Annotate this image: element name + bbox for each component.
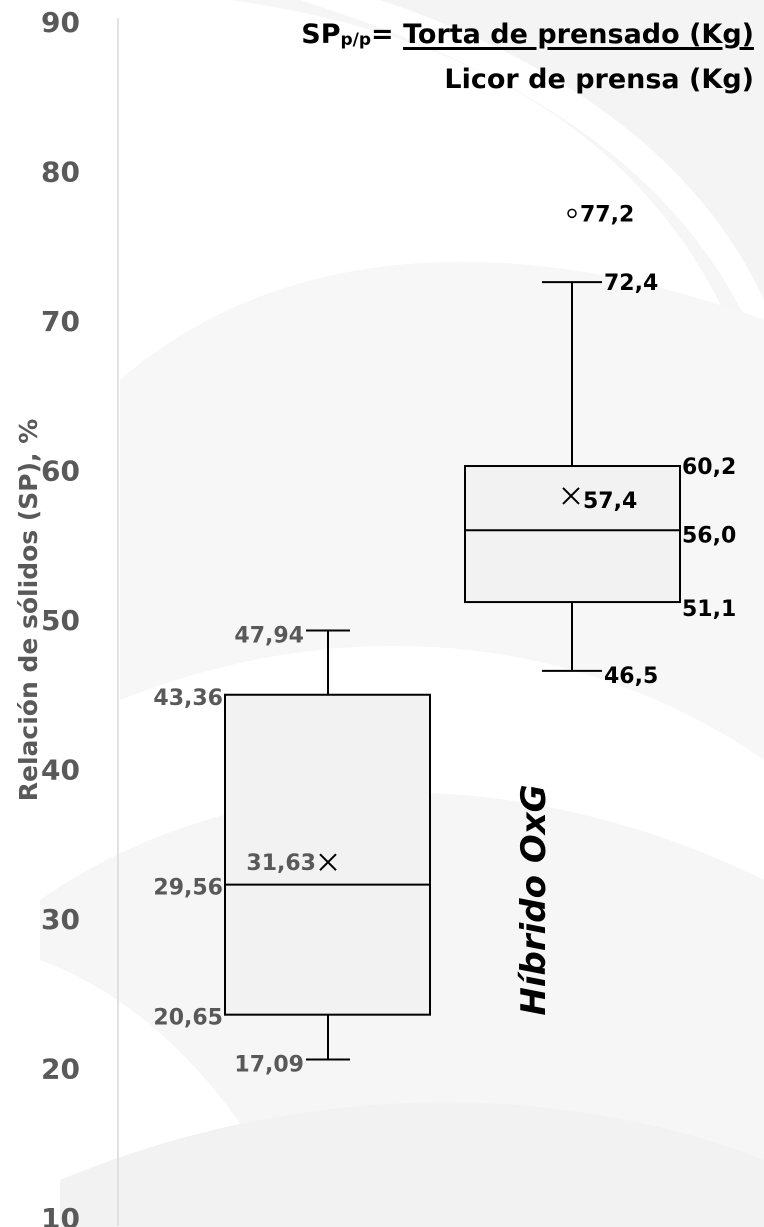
label-whisker-high: 72,4: [604, 271, 658, 296]
formula-equals: =: [371, 19, 394, 50]
formula-lhs-subscript: p/p: [340, 30, 372, 50]
label-mean: 57,4: [583, 489, 637, 514]
iqr-box: [464, 465, 681, 604]
iqr-box: [224, 693, 431, 1016]
y-tick-label: 30: [41, 903, 80, 936]
formula-denominator: Licor de prensa (Kg): [444, 64, 754, 95]
mean-marker: [562, 487, 580, 505]
label-mean: 31,63: [246, 851, 316, 876]
y-tick-label: 40: [41, 754, 80, 787]
label-median: 56,0: [682, 523, 736, 548]
y-tick-label: 10: [41, 1202, 80, 1227]
label-q1: 51,1: [682, 597, 736, 622]
y-axis-label: Relación de sólidos (SP), %: [14, 419, 43, 802]
y-tick-label: 80: [41, 156, 80, 189]
formula-annotation: SPp/p= Torta de prensado (Kg) Licor de p…: [301, 14, 754, 101]
y-tick-label: 20: [41, 1053, 80, 1086]
formula-numerator: Torta de prensado (Kg): [403, 19, 754, 50]
y-tick-label: 90: [41, 6, 80, 39]
label-q3: 60,2: [682, 455, 736, 480]
formula-line-1: SPp/p= Torta de prensado (Kg): [301, 14, 754, 59]
y-tick-label: 70: [41, 305, 80, 338]
mean-marker: [319, 853, 337, 871]
label-q1: 20,65: [153, 1006, 223, 1031]
label-q3: 43,36: [153, 686, 223, 711]
outlier-point: [567, 208, 577, 219]
label-whisker-high: 47,94: [234, 623, 304, 648]
label-whisker-low: 17,09: [234, 1053, 304, 1078]
y-tick-label: 50: [41, 604, 80, 637]
label-outlier: 77,2: [580, 202, 634, 227]
label-whisker-low: 46,5: [604, 664, 658, 689]
label-median: 29,56: [153, 876, 223, 901]
formula-lhs: SP: [301, 19, 341, 50]
series-label-hibrido: Híbrido OxG: [514, 784, 554, 1015]
y-tick-label: 60: [41, 455, 80, 488]
